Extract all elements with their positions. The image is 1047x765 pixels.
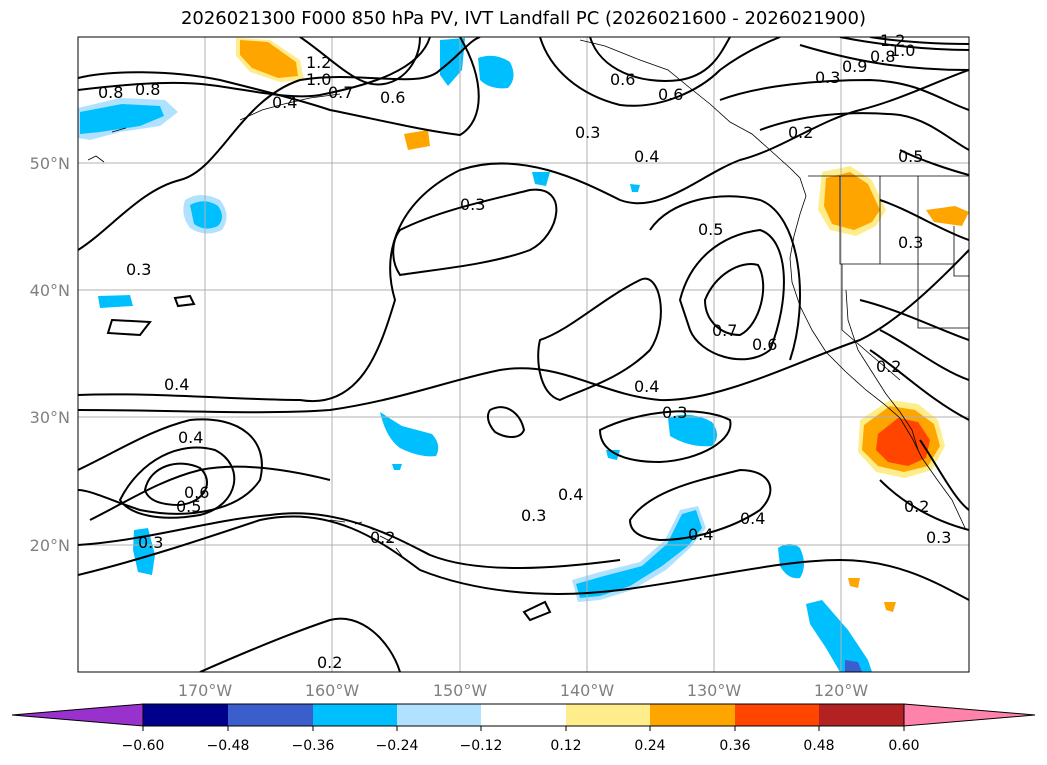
colorbar-segment <box>735 704 819 726</box>
contour-label: 0.3 <box>126 260 151 279</box>
contour-label: 0.7 <box>712 321 737 340</box>
contour-label: 0.8 <box>870 47 895 66</box>
contour-label: 0.9 <box>842 57 867 76</box>
colorbar-extend-right <box>903 703 1036 727</box>
lon-label: 140°W <box>560 681 615 700</box>
lat-label: 30°N <box>30 408 70 427</box>
contour-label: 0.6 <box>184 483 209 502</box>
colorbar-tick-label: 0.36 <box>719 738 750 754</box>
colorbar-segment <box>819 704 904 726</box>
contour-label: 0.7 <box>328 83 353 102</box>
colorbar-tick-label: −0.36 <box>292 738 335 754</box>
colorbar-segment <box>143 704 228 726</box>
contour-label: 0.3 <box>138 533 163 552</box>
colorbar-segment <box>228 704 313 726</box>
contour-label: 0.8 <box>135 80 160 99</box>
coastlines <box>87 39 969 557</box>
contour-label: 0.6 <box>380 88 405 107</box>
contour-label: 0.3 <box>926 528 951 547</box>
contour-label: 0.3 <box>898 233 923 252</box>
colorbar-tick-label: 0.48 <box>803 738 834 754</box>
shading-layer <box>78 38 969 672</box>
lat-label: 50°N <box>30 154 70 173</box>
contour-label: 1.2 <box>306 53 331 72</box>
colorbar-tick-label: 0.24 <box>634 738 665 754</box>
colorbar: −0.60 −0.48 −0.36 −0.24 −0.12 0.12 0.24 … <box>11 703 1036 754</box>
contour-label: 0.4 <box>740 509 765 528</box>
contour-label: 0.6 <box>752 335 777 354</box>
lat-label: 20°N <box>30 536 70 555</box>
contour-label: 0.3 <box>460 195 485 214</box>
colorbar-tick-label: −0.24 <box>376 738 419 754</box>
contour-label: 1.2 <box>880 31 905 50</box>
contour-label: 0.4 <box>272 93 297 112</box>
contour-label: 0.6 <box>610 70 635 89</box>
colorbar-tick-labels: −0.60 −0.48 −0.36 −0.24 −0.12 0.12 0.24 … <box>122 738 920 754</box>
colorbar-tick-label: −0.48 <box>207 738 250 754</box>
contour-label: 0.6 <box>658 85 683 104</box>
contour-label: 0.5 <box>698 220 723 239</box>
colorbar-segment <box>481 704 566 726</box>
contour-label: 0.4 <box>164 375 189 394</box>
contour-label: 0.3 <box>662 403 687 422</box>
colorbar-tick-label: 0.12 <box>550 738 581 754</box>
lon-label: 150°W <box>433 681 488 700</box>
latitude-labels: 50°N 40°N 30°N 20°N <box>30 154 70 555</box>
contour-label: 0.2 <box>788 123 813 142</box>
contour-label: 0.4 <box>178 428 203 447</box>
map-frame <box>77 36 970 673</box>
lon-label: 160°W <box>305 681 360 700</box>
contour-label: 0.2 <box>317 653 342 672</box>
gridlines <box>78 37 969 672</box>
colorbar-segment <box>313 704 397 726</box>
contour-label: 0.5 <box>898 147 923 166</box>
contour-label: 0.3 <box>521 506 546 525</box>
colorbar-outline <box>142 703 905 727</box>
contour-label: 0.2 <box>370 528 395 547</box>
negative-anomaly-regions <box>78 38 872 672</box>
contour-label: 0.8 <box>98 83 123 102</box>
contour-label: 0.3 <box>575 123 600 142</box>
colorbar-tick-label: 0.60 <box>888 738 919 754</box>
contour-labels: 0.8 0.6 1.0 1.2 0.8 0.4 0.7 0.6 0.3 0.6 … <box>98 31 951 672</box>
contour-label: 0.5 <box>176 497 201 516</box>
contour-label: 1.0 <box>890 41 915 60</box>
lon-label: 130°W <box>687 681 742 700</box>
colorbar-tick-label: −0.12 <box>460 738 503 754</box>
contour-label: 1.0 <box>306 70 331 89</box>
longitude-labels: 170°W 160°W 150°W 140°W 130°W 120°W <box>178 681 869 700</box>
lon-label: 170°W <box>178 681 233 700</box>
colorbar-ticks <box>142 726 905 731</box>
colorbar-segment <box>397 704 481 726</box>
colorbar-segment <box>566 704 650 726</box>
contour-label: 0.2 <box>904 497 929 516</box>
contour-label: 0.3 <box>815 68 840 87</box>
pv-contours <box>78 37 969 672</box>
contour-label: 0.4 <box>634 377 659 396</box>
contour-label: 0.4 <box>688 525 713 544</box>
contour-label: 0.4 <box>558 485 583 504</box>
colorbar-tick-label: −0.60 <box>122 738 165 754</box>
page-title: 2026021300 F000 850 hPa PV, IVT Landfall… <box>180 8 867 29</box>
lat-label: 40°N <box>30 281 70 300</box>
positive-anomaly-regions <box>236 38 969 612</box>
contour-label: 0.4 <box>634 147 659 166</box>
colorbar-segment <box>650 704 735 726</box>
contour-label: 0.2 <box>876 357 901 376</box>
lon-label: 120°W <box>814 681 869 700</box>
colorbar-extend-left <box>11 703 144 727</box>
